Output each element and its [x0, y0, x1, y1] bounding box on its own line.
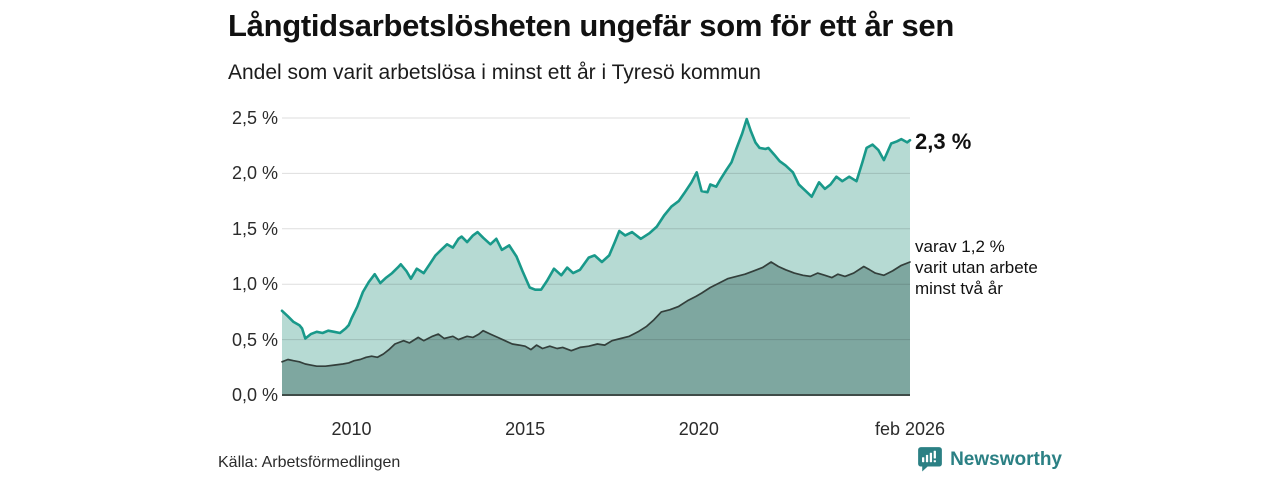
- y-axis-label: 1,5 %: [231, 218, 278, 239]
- brand: Newsworthy: [917, 446, 1062, 473]
- y-axis-label: 1,0 %: [231, 274, 278, 295]
- x-axis-label: 2015: [505, 419, 546, 439]
- page-title: Långtidsarbetslösheten ungefär som för e…: [228, 8, 955, 43]
- x-axis-label: feb 2026: [874, 419, 946, 439]
- two-year-annotation-line-2: varit utan arbete: [915, 258, 1038, 277]
- x-axis-label: 2010: [331, 419, 372, 439]
- series-line-0: [280, 117, 912, 340]
- x-axis-label: 2020: [678, 419, 719, 439]
- y-axis: 0,0 % 0,5 % 1,0 % 1,5 % 2,0 % 2,5 %: [218, 0, 278, 480]
- y-axis-label: 2,5 %: [231, 108, 278, 128]
- two-year-annotation: varav 1,2 % varit utan arbete minst två …: [915, 236, 1038, 299]
- chart-subtitle: Andel som varit arbetslösa i minst ett å…: [228, 61, 761, 84]
- latest-value-label: 2,3 %: [915, 129, 972, 154]
- y-axis-label: 0,0 %: [231, 385, 278, 405]
- two-year-annotation-line-1: varav 1,2 %: [915, 237, 1005, 256]
- y-axis-label: 0,5 %: [231, 329, 278, 350]
- y-axis-label: 2,0 %: [231, 163, 278, 184]
- x-axis: 2010 2015 2020 feb 2026: [0, 419, 1280, 443]
- two-year-annotation-line-3: minst två år: [915, 279, 1003, 298]
- source-note: Källa: Arbetsförmedlingen: [218, 454, 401, 471]
- series-line-1: [281, 261, 911, 368]
- series-area-1: [282, 262, 910, 395]
- newsworthy-logo-icon: [918, 447, 942, 472]
- brand-name: Newsworthy: [950, 448, 1062, 470]
